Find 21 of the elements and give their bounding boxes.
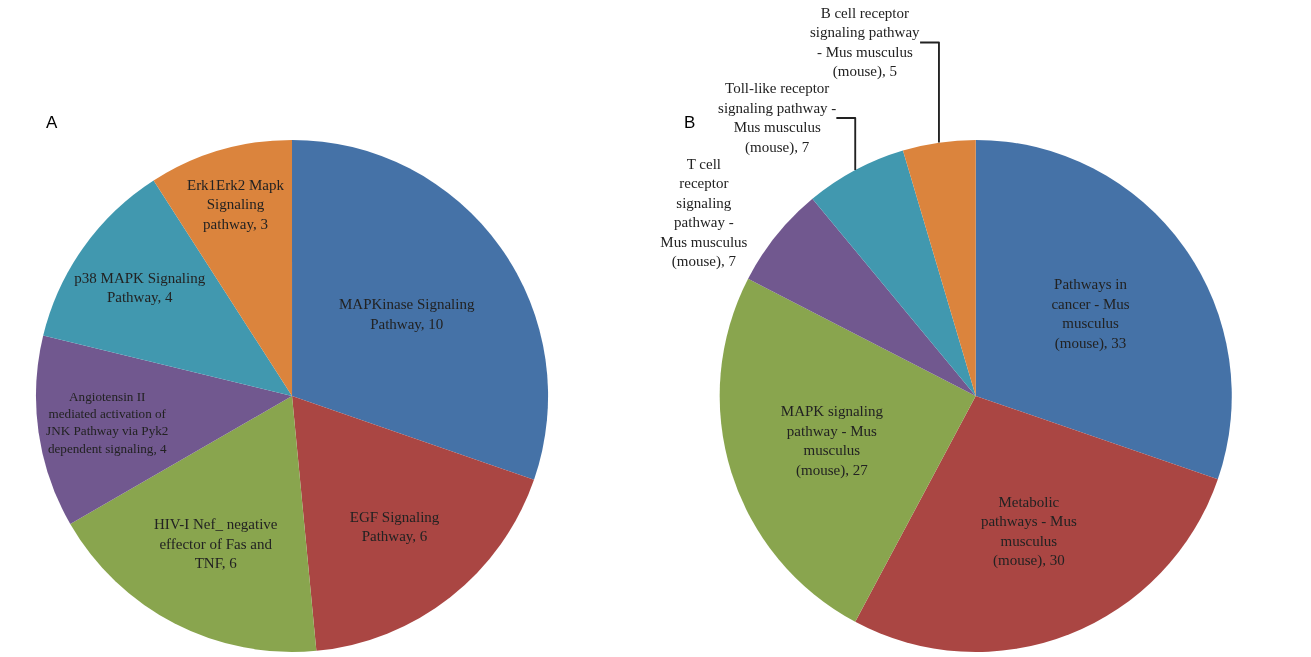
slice-label: p38 MAPK Signaling Pathway, 4 bbox=[74, 269, 206, 306]
slice-label: Erk1Erk2 Mapk Signaling pathway, 3 bbox=[186, 176, 285, 232]
pie-slice bbox=[292, 395, 534, 651]
slice-label: Pathways in cancer - Mus musculus (mouse), 33 bbox=[1051, 276, 1130, 352]
pie-slice bbox=[719, 278, 976, 622]
slice-label: Toll-like receptor signaling pathway - Mus musculus (mouse), 7 bbox=[718, 80, 837, 156]
slice-label: B cell receptor signaling pathway - Mus musculus (mouse), 5 bbox=[810, 4, 921, 81]
slice-label: MAPKinase Signaling Pathway, 10 bbox=[339, 296, 475, 332]
chart-title: A bbox=[46, 113, 58, 132]
pie-slice bbox=[292, 139, 548, 480]
slice-label: Metabolic pathways - Mus musculus (mouse), 30 bbox=[980, 493, 1077, 570]
pie-slice bbox=[812, 150, 976, 396]
slice-label: EGF Signaling Pathway, 6 bbox=[349, 508, 440, 545]
pie-slice bbox=[975, 139, 1232, 480]
slice-label: HIV-I Nef_ negative effector of Fas and TNF, 6 bbox=[153, 516, 278, 572]
slice-label: MAPK signaling pathway - Mus musculus (mouse), 27 bbox=[780, 403, 884, 479]
pie-slice bbox=[902, 139, 976, 396]
slice-label: Angiotensin II mediated activation of JNK Pathway via Pyk2 dependent signaling, 4 bbox=[46, 389, 169, 456]
slice-label: T cell receptor signaling pathway - Mus musculus (mouse), 7 bbox=[660, 155, 748, 271]
text: B bbox=[684, 113, 696, 132]
pie-slice bbox=[748, 198, 976, 396]
